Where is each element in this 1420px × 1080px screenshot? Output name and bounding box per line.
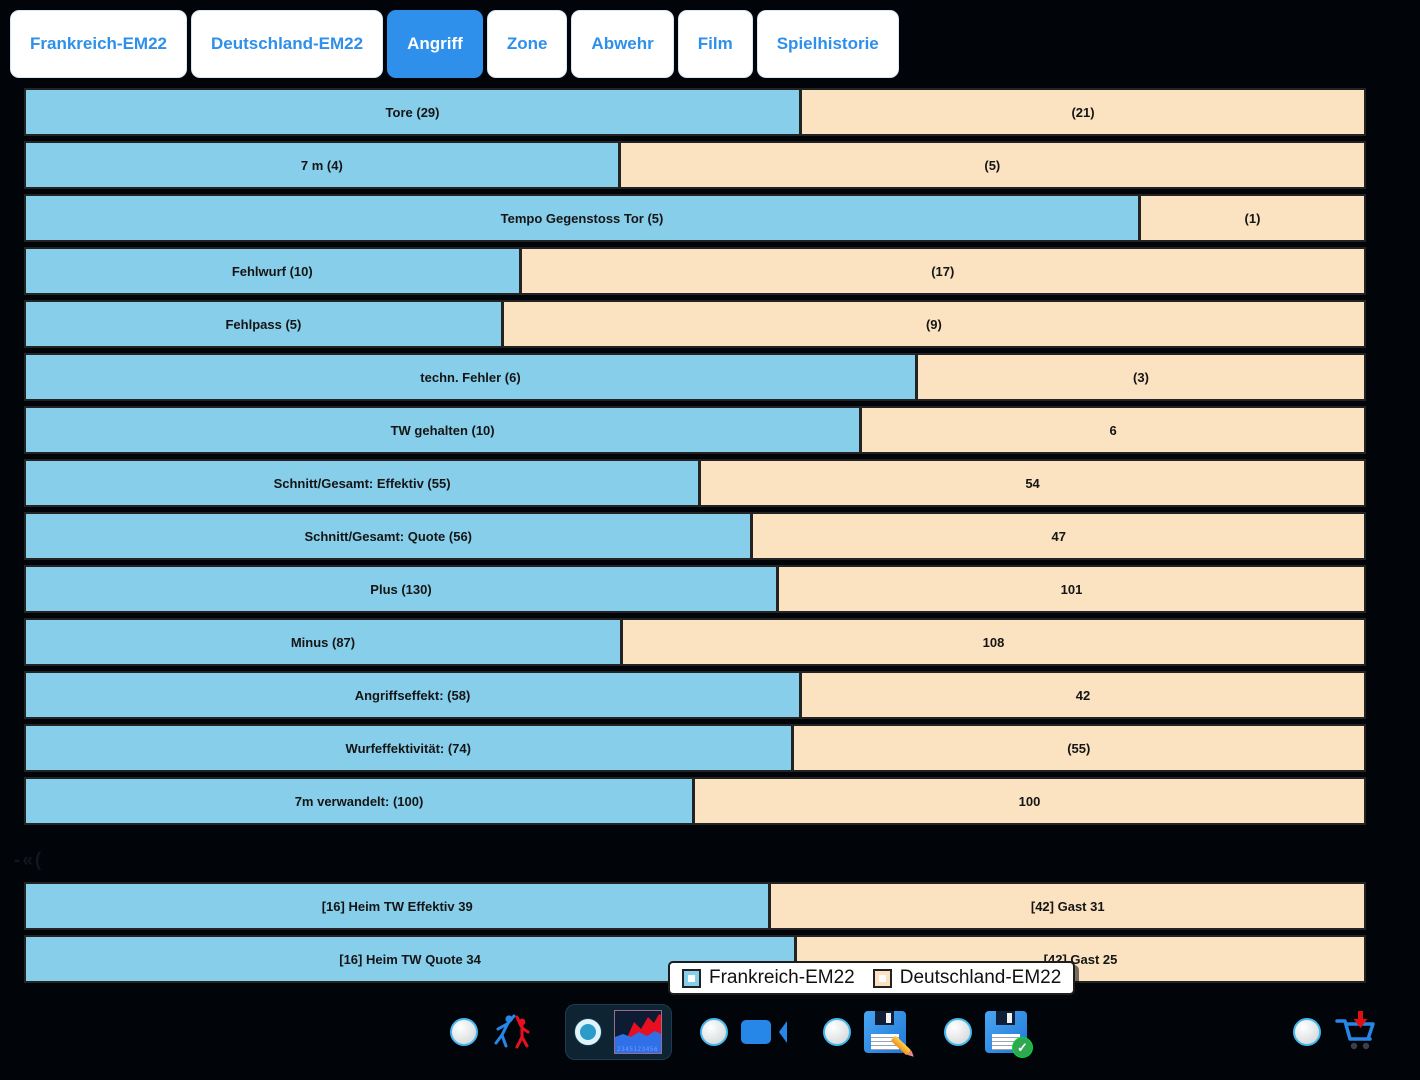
stat-row: [16] Heim TW Effektiv 39 [42] Gast 31	[24, 882, 1366, 930]
tab-angriff[interactable]: Angriff	[387, 10, 483, 78]
tab-abwehr[interactable]: Abwehr	[571, 10, 674, 78]
home-segment: TW gehalten (10)	[26, 408, 863, 452]
players-radio[interactable]	[450, 1018, 478, 1046]
home-segment: Plus (130)	[26, 567, 779, 611]
guest-segment: (55)	[793, 726, 1364, 770]
guest-segment: 42	[802, 673, 1364, 717]
cart-radio[interactable]	[1293, 1018, 1321, 1046]
stat-row: Tempo Gegenstoss Tor (5) (1)	[24, 194, 1366, 242]
tab-frankreich-em22[interactable]: Frankreich-EM22	[10, 10, 187, 78]
legend-label: Frankreich-EM22	[709, 967, 855, 988]
home-segment: Schnitt/Gesamt: Quote (56)	[26, 514, 754, 558]
home-segment: [16] Heim TW Effektiv 39	[26, 884, 772, 928]
home-segment: Wurfeffektivität: (74)	[26, 726, 794, 770]
toolbar-option-video[interactable]	[690, 1012, 795, 1052]
home-segment: Fehlwurf (10)	[26, 249, 522, 293]
guest-segment: 54	[701, 461, 1364, 505]
stat-row: TW gehalten (10) 6	[24, 406, 1366, 454]
guest-segment: (1)	[1141, 196, 1364, 240]
tab-spielhistorie[interactable]: Spielhistorie	[756, 10, 899, 78]
stat-row: Wurfeffektivität: (74) (55)	[24, 724, 1366, 772]
home-segment: Minus (87)	[26, 620, 623, 664]
toolbar-option-save-edit[interactable]	[813, 1005, 916, 1059]
home-segment: Tore (29)	[26, 90, 803, 134]
guest-segment: 100	[695, 779, 1364, 823]
home-segment: 7 m (4)	[26, 143, 621, 187]
bottom-toolbar: 2345123456 ✓	[440, 1003, 1037, 1061]
guest-segment: (17)	[521, 249, 1364, 293]
home-segment: Angriffseffekt: (58)	[26, 673, 803, 717]
guest-segment: (9)	[503, 302, 1364, 346]
video-camera-icon[interactable]	[741, 1020, 787, 1044]
faint-artifact: -«(	[14, 850, 44, 871]
guest-segment: 108	[622, 620, 1364, 664]
stat-row: 7 m (4) (5)	[24, 141, 1366, 189]
save-confirm-icon[interactable]: ✓	[985, 1011, 1033, 1058]
tab-zone[interactable]: Zone	[486, 10, 568, 78]
stat-row: Angriffseffekt: (58) 42	[24, 671, 1366, 719]
save-edit-radio[interactable]	[823, 1018, 851, 1046]
toolbar-option-cart[interactable]	[1283, 1004, 1390, 1060]
toolbar-option-players[interactable]	[440, 1003, 547, 1061]
stat-row: Fehlwurf (10) (17)	[24, 247, 1366, 295]
home-segment: Fehlpass (5)	[26, 302, 504, 346]
guest-segment: (5)	[620, 143, 1364, 187]
chart-legend: Frankreich-EM22 Deutschland-EM22	[668, 961, 1076, 995]
legend-item: Frankreich-EM22	[682, 967, 855, 989]
guest-segment: (21)	[802, 90, 1364, 134]
stat-row: Fehlpass (5) (9)	[24, 300, 1366, 348]
tab-bar: Frankreich-EM22 Deutschland-EM22 Angriff Zo…	[10, 10, 899, 78]
guest-segment: 6	[862, 408, 1364, 452]
save-edit-icon[interactable]	[864, 1011, 912, 1056]
stat-row: Minus (87) 108	[24, 618, 1366, 666]
stat-row: Schnitt/Gesamt: Quote (56) 47	[24, 512, 1366, 560]
legend-swatch	[682, 968, 701, 988]
guest-segment: [42] Gast 31	[771, 884, 1364, 928]
home-segment: 7m verwandelt: (100)	[26, 779, 695, 823]
players-icon[interactable]	[491, 1009, 537, 1055]
comparison-chart: Tore (29) (21) 7 m (4) (5) Tempo Gegenstoss …	[24, 88, 1366, 988]
stat-row: Schnitt/Gesamt: Effektiv (55) 54	[24, 459, 1366, 507]
stat-row: Plus (130) 101	[24, 565, 1366, 613]
video-radio[interactable]	[700, 1018, 728, 1046]
save-confirm-radio[interactable]	[944, 1018, 972, 1046]
tab-film[interactable]: Film	[677, 10, 753, 78]
stat-row: techn. Fehler (6) (3)	[24, 353, 1366, 401]
area-chart-icon[interactable]: 2345123456	[614, 1010, 662, 1054]
toolbar-option-save-confirm[interactable]: ✓	[934, 1005, 1037, 1059]
guest-segment: (3)	[917, 355, 1364, 399]
tab-deutschland-em22[interactable]: Deutschland-EM22	[191, 10, 384, 78]
chart-radio[interactable]	[575, 1019, 601, 1045]
stat-row: Tore (29) (21)	[24, 88, 1366, 136]
bottom-toolbar-right	[1283, 1003, 1390, 1061]
legend-label: Deutschland-EM22	[899, 967, 1062, 988]
legend-item: Deutschland-EM22	[872, 967, 1062, 989]
home-segment: Schnitt/Gesamt: Effektiv (55)	[26, 461, 702, 505]
home-segment: Tempo Gegenstoss Tor (5)	[26, 196, 1141, 240]
cart-download-icon[interactable]	[1334, 1010, 1380, 1054]
stat-row: 7m verwandelt: (100) 100	[24, 777, 1366, 825]
guest-segment: 101	[778, 567, 1364, 611]
home-segment: techn. Fehler (6)	[26, 355, 918, 399]
guest-segment: 47	[753, 514, 1364, 558]
legend-swatch	[872, 968, 892, 988]
toolbar-option-chart[interactable]: 2345123456	[565, 1004, 672, 1060]
